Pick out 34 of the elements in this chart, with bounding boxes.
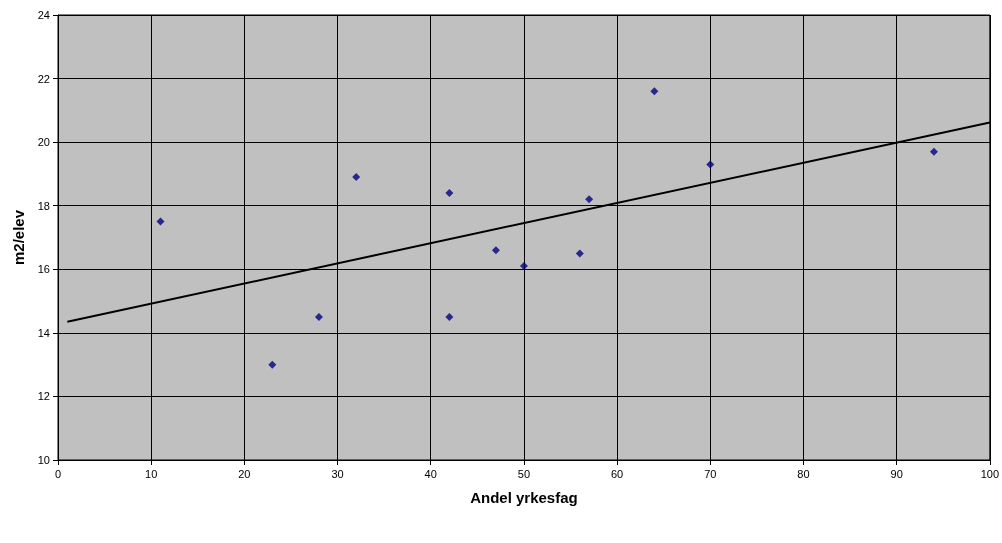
y-tick-label: 12	[37, 390, 50, 403]
x-tick-label: 20	[238, 467, 251, 480]
x-tick-label: 70	[704, 467, 717, 480]
point	[268, 360, 277, 369]
point	[706, 160, 715, 169]
y-tick-label: 14	[37, 326, 50, 339]
point	[585, 195, 594, 204]
y-tick-label: 24	[37, 9, 50, 21]
point	[352, 173, 361, 182]
x-tick-label: 0	[54, 467, 62, 480]
x-tick-label: 30	[331, 467, 344, 480]
point	[156, 217, 165, 226]
x-tick-label: 90	[890, 467, 903, 480]
y-tick-label: 16	[37, 263, 50, 276]
y-tick-label: 18	[37, 199, 50, 212]
x-tick-label: 40	[424, 467, 437, 480]
point	[314, 312, 323, 321]
x-tick-label: 50	[517, 467, 531, 480]
point	[519, 262, 528, 271]
point	[445, 189, 454, 197]
x-tick-label: 80	[797, 467, 810, 480]
x-tick-label: 60	[610, 467, 624, 480]
y-tick-label: 10	[37, 454, 50, 466]
x-tick-label: 100	[980, 467, 999, 480]
y-axis-title: m2/elev	[10, 209, 27, 266]
point	[929, 147, 938, 156]
point	[491, 246, 500, 255]
point	[575, 249, 584, 258]
point	[445, 312, 454, 321]
y-tick-label: 22	[37, 72, 50, 85]
point	[650, 87, 659, 96]
y-tick-label: 20	[37, 136, 50, 149]
x-tick-label: 10	[145, 467, 158, 480]
x-axis-title: Andel yrkesfag	[470, 489, 578, 506]
